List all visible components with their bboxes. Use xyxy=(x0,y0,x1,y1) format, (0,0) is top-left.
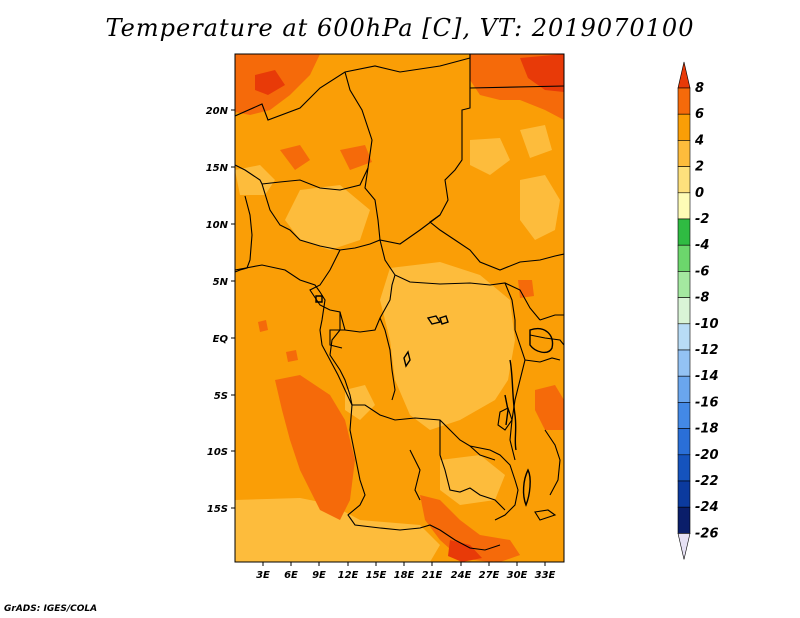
temperature-field xyxy=(235,54,564,562)
lat-label-10n: 10N xyxy=(206,220,229,231)
colorbar-box xyxy=(677,428,691,456)
colorbar-label: -22 xyxy=(695,474,719,489)
colorbar-box xyxy=(677,87,691,115)
colorbar-box xyxy=(677,454,691,482)
colorbar-box xyxy=(677,402,691,429)
colorbar-box xyxy=(677,140,691,167)
colorbar-label: 4 xyxy=(694,133,704,148)
lon-label-18e: 18E xyxy=(394,570,415,581)
lat-axis: 20N 15N 10N 5N EQ 5S 10S 15S xyxy=(206,106,235,515)
colorbar-box xyxy=(677,297,691,325)
colorbar-box xyxy=(677,113,691,141)
field-6-8 xyxy=(255,54,564,562)
colorbar-label: 8 xyxy=(695,81,704,96)
lon-label-9e: 9E xyxy=(312,570,326,581)
colorbar-label: -26 xyxy=(695,526,719,541)
lat-label-eq: EQ xyxy=(213,334,229,345)
colorbar-label: -8 xyxy=(695,291,709,306)
lat-label-5n: 5N xyxy=(213,277,229,288)
lon-label-33e: 33E xyxy=(535,570,556,581)
country-borders xyxy=(235,54,564,551)
colorbar-label: 6 xyxy=(695,107,704,122)
colorbar-label: -10 xyxy=(695,317,719,332)
colorbar-box xyxy=(677,244,691,272)
colorbar-box xyxy=(677,271,691,298)
lon-label-21e: 21E xyxy=(422,570,443,581)
lon-label-12e: 12E xyxy=(338,570,359,581)
grads-credit: GrADS: IGES/COLA xyxy=(4,604,98,614)
map-frame xyxy=(234,53,565,563)
colorbar-label: -20 xyxy=(695,448,719,463)
lat-label-10s: 10S xyxy=(207,447,228,458)
colorbar-label: -18 xyxy=(695,422,719,437)
colorbar-top-triangle xyxy=(677,61,691,89)
colorbar-label: 2 xyxy=(695,160,704,175)
colorbar-box xyxy=(677,506,691,534)
lon-label-3e: 3E xyxy=(256,570,270,581)
colorbar-box xyxy=(677,192,691,220)
chart-title: Temperature at 600hPa [C], VT: 201907010… xyxy=(105,14,695,42)
lat-label-15n: 15N xyxy=(206,163,229,174)
colorbar-box xyxy=(677,349,691,377)
colorbar-label: -16 xyxy=(695,395,719,410)
colorbar: 8 6 4 2 0 -2 -4 -6 -8 -10 -12 -14 -16 -18 -20 -22 -24 -26 xyxy=(677,61,719,560)
colorbar-label: -12 xyxy=(695,343,719,358)
colorbar-label: -4 xyxy=(695,238,709,253)
colorbar-box xyxy=(677,323,691,351)
field-0-2 xyxy=(235,125,560,562)
colorbar-label: -14 xyxy=(695,369,719,384)
colorbar-box xyxy=(677,480,691,508)
lakes xyxy=(315,295,554,507)
colorbar-box xyxy=(677,218,691,246)
colorbar-label: -2 xyxy=(695,212,709,227)
lon-label-24e: 24E xyxy=(451,570,472,581)
colorbar-label: -6 xyxy=(695,264,709,279)
lat-label-15s: 15S xyxy=(207,504,228,515)
lon-label-15e: 15E xyxy=(366,570,387,581)
lon-label-6e: 6E xyxy=(284,570,298,581)
lon-label-30e: 30E xyxy=(507,570,528,581)
colorbar-box xyxy=(677,375,691,403)
lat-label-20n: 20N xyxy=(206,106,229,117)
colorbar-box xyxy=(677,166,691,194)
colorbar-label: -24 xyxy=(695,500,719,515)
lat-label-5s: 5S xyxy=(214,391,228,402)
lon-label-27e: 27E xyxy=(479,570,500,581)
colorbar-bottom-triangle xyxy=(677,533,691,560)
lon-axis: 3E 6E 9E 12E 15E 18E 21E 24E 27E 30E 33E xyxy=(256,562,556,581)
colorbar-label: 0 xyxy=(695,186,704,201)
